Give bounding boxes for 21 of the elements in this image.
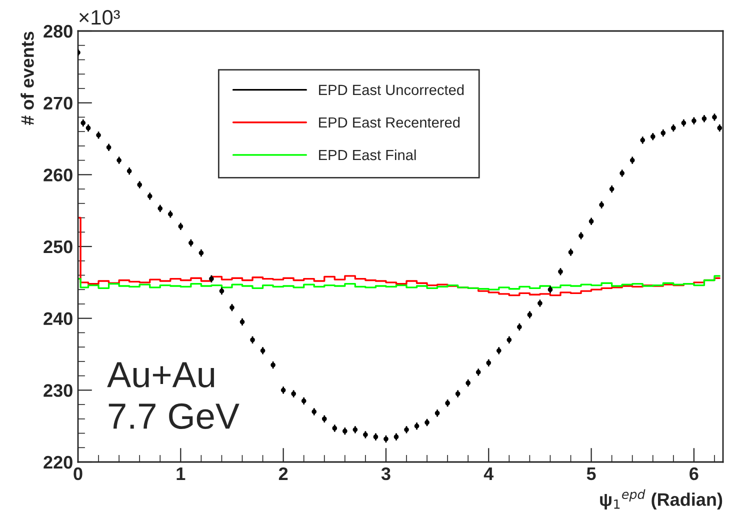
x-tick-label: 2	[278, 467, 288, 480]
y-tick-label: 230	[44, 384, 72, 397]
legend-label: EPD East Uncorrected	[319, 84, 464, 96]
x-tick-label: 6	[690, 467, 698, 480]
y-tick-label: 260	[44, 168, 72, 182]
y-tick-label: 220	[44, 456, 72, 469]
x-tick-label: 3	[381, 467, 390, 480]
annotation: Au+Au 7.7 GeV	[107, 362, 240, 429]
x-tick-label: 5	[586, 468, 596, 480]
legend-label: EPD East Final	[319, 149, 416, 160]
x-tick-label: 0	[74, 467, 82, 480]
y-axis-title: # of events	[20, 32, 34, 126]
y-tick-label: 280	[44, 24, 72, 38]
x-axis-title: ψ$_{1}$$^{epd}$ (Radian)	[600, 489, 722, 510]
x-tick-label: 4	[484, 468, 494, 480]
y-tick-label: 270	[44, 96, 72, 110]
y-tick-label: 250	[44, 240, 72, 254]
text: ×10³	[79, 10, 120, 25]
y-tick-label: 240	[44, 312, 72, 326]
x-tick-label: 1	[176, 468, 186, 480]
legend-label: EPD East Recentered	[319, 116, 460, 128]
